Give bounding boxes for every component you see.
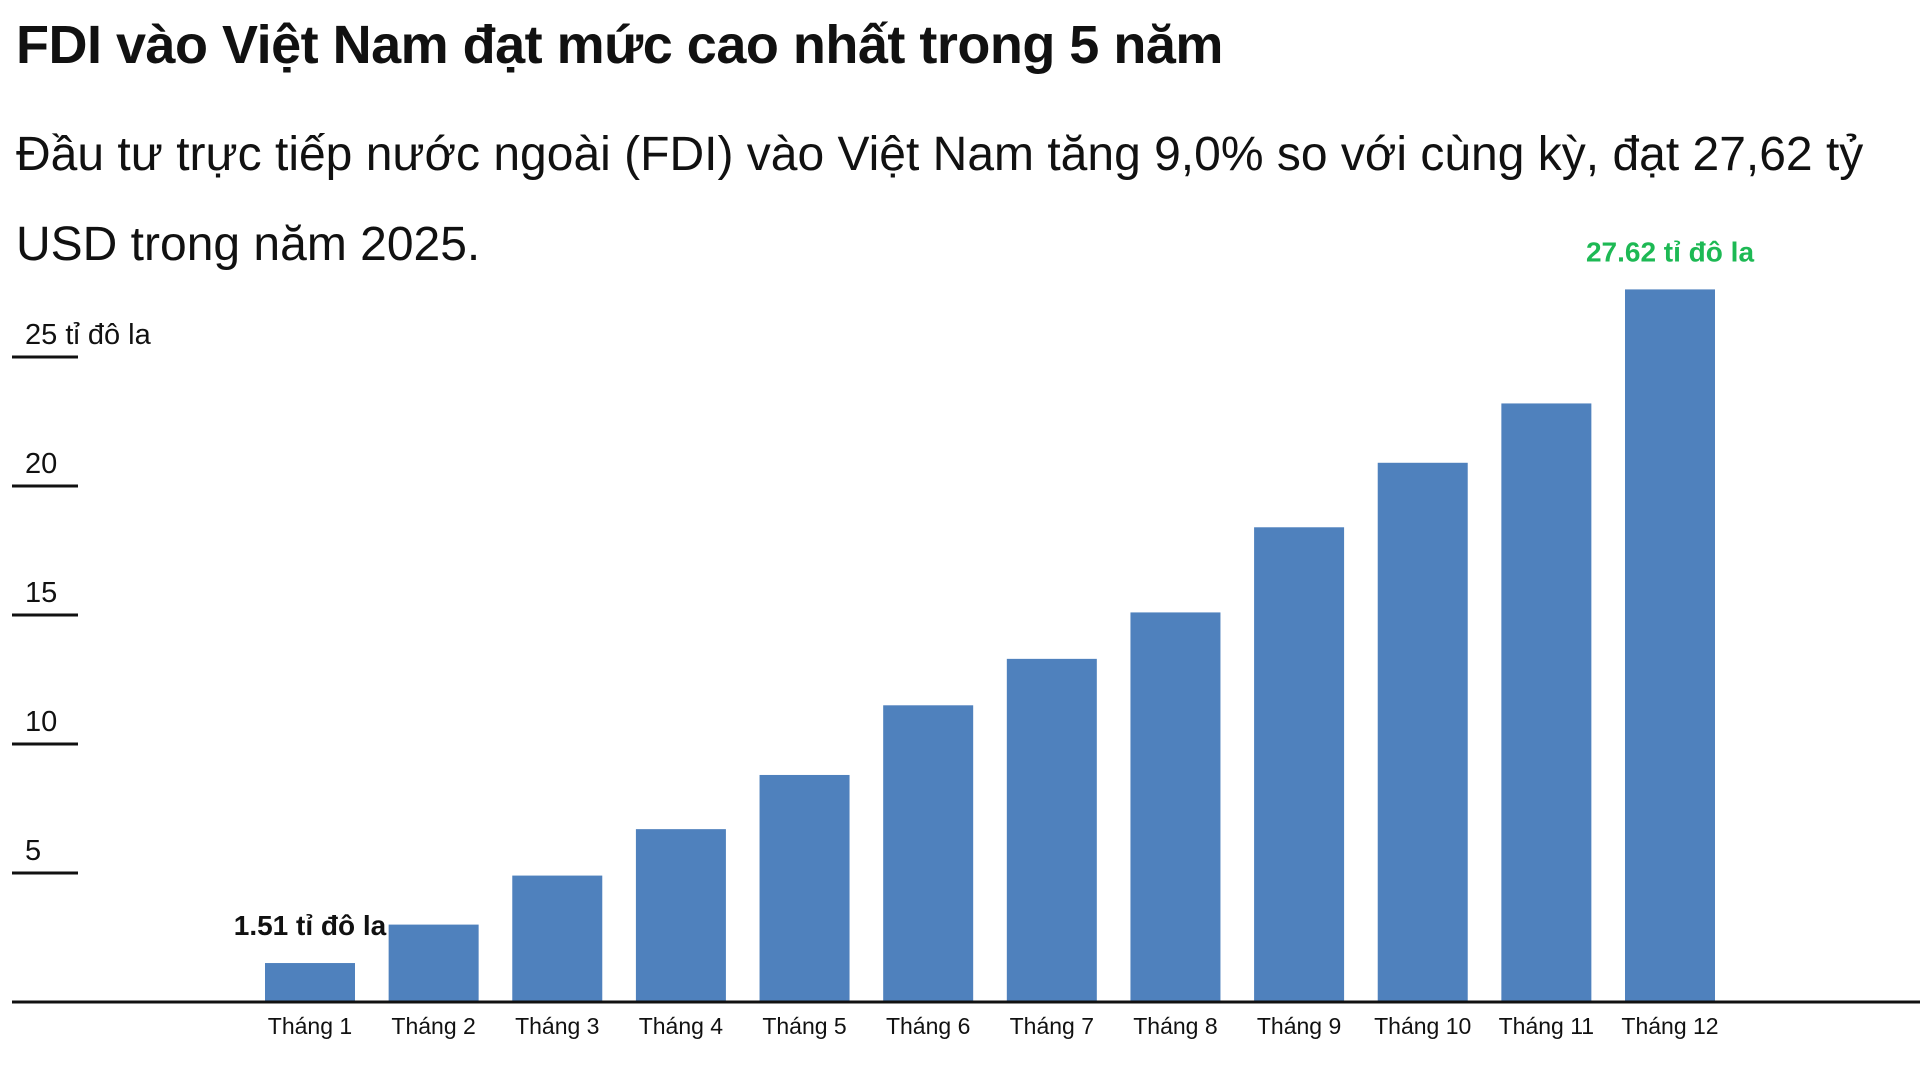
bar-value-label: 27.62 tỉ đô la bbox=[1586, 236, 1754, 267]
bar bbox=[759, 774, 850, 1002]
bar bbox=[1501, 403, 1592, 1002]
x-category-label: Tháng 2 bbox=[391, 1013, 475, 1039]
bar bbox=[512, 875, 603, 1002]
x-category-label: Tháng 10 bbox=[1374, 1013, 1471, 1039]
bar bbox=[265, 963, 355, 1002]
y-tick-label: 10 bbox=[25, 706, 57, 738]
y-tick-label: 20 bbox=[25, 448, 57, 480]
bar bbox=[1130, 612, 1221, 1002]
x-category-label: Tháng 12 bbox=[1621, 1013, 1718, 1039]
x-category-label: Tháng 3 bbox=[515, 1013, 599, 1039]
x-category-label: Tháng 11 bbox=[1499, 1013, 1594, 1039]
x-category-label: Tháng 1 bbox=[268, 1013, 352, 1039]
x-category-label: Tháng 6 bbox=[886, 1013, 970, 1039]
data-labels: 1.51 tỉ đô la 27.62 tỉ đô la bbox=[234, 236, 1755, 941]
bar bbox=[1254, 527, 1345, 1002]
bar bbox=[1377, 462, 1468, 1002]
bar bbox=[1006, 658, 1097, 1002]
bar bbox=[635, 829, 726, 1002]
x-category-label: Tháng 5 bbox=[762, 1013, 846, 1039]
x-category-label: Tháng 8 bbox=[1133, 1013, 1217, 1039]
x-category-label: Tháng 4 bbox=[639, 1013, 724, 1039]
y-tick-label: 25 tỉ đô la bbox=[25, 319, 152, 351]
bar bbox=[883, 705, 974, 1002]
y-axis-ticks: 5 10 15 20 25 tỉ đô la bbox=[12, 319, 152, 875]
x-category-label: Tháng 9 bbox=[1257, 1013, 1341, 1039]
y-tick-label: 5 bbox=[25, 835, 41, 867]
x-axis-labels: Tháng 1 Tháng 2 Tháng 3 Tháng 4 Tháng 5 Tháng… bbox=[268, 1013, 1719, 1039]
bar bbox=[388, 924, 479, 1002]
bar-series bbox=[265, 289, 1715, 1002]
chart-title: FDI vào Việt Nam đạt mức cao nhất trong … bbox=[16, 15, 1223, 75]
bar-value-label: 1.51 tỉ đô la bbox=[234, 910, 387, 941]
x-category-label: Tháng 7 bbox=[1010, 1013, 1094, 1039]
bar bbox=[1625, 289, 1715, 1002]
chart-subtitle: Đầu tư trực tiếp nước ngoài (FDI) vào Vi… bbox=[16, 128, 1864, 271]
y-tick-label: 15 bbox=[25, 577, 57, 609]
